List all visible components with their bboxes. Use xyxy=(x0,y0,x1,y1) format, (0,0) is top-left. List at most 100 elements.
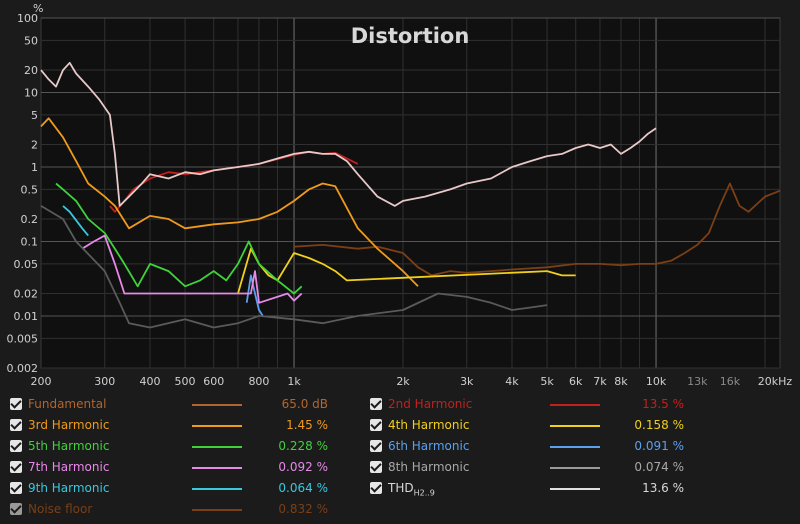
x-tick-label: 2k xyxy=(396,375,410,388)
legend-value: 13.6 % xyxy=(642,481,684,495)
x-tick-label: 16k xyxy=(720,375,741,388)
x-tick-label: 3k xyxy=(460,375,474,388)
y-tick-label: 0.01 xyxy=(14,310,39,323)
legend-value: 0.158 % xyxy=(634,418,684,432)
x-tick-label: 1k xyxy=(287,375,301,388)
legend-value: 0.074 % xyxy=(634,460,684,474)
legend-value: 1.45 % xyxy=(286,418,328,432)
y-tick-label: 0.005 xyxy=(7,332,39,345)
legend-swatch xyxy=(192,488,242,490)
y-axis-label: % xyxy=(33,2,43,15)
x-tick-label: 400 xyxy=(139,375,160,388)
series-line xyxy=(62,205,89,237)
x-tick-label: 20kHz xyxy=(758,375,793,388)
legend-swatch xyxy=(550,425,600,427)
series-line xyxy=(81,234,303,304)
legend-checkbox-eighth[interactable] xyxy=(370,461,382,473)
legend-label: 9th Harmonic xyxy=(28,481,110,495)
series-line xyxy=(40,205,548,329)
y-tick-label: 50 xyxy=(24,34,38,47)
y-tick-label: 0.2 xyxy=(21,213,39,226)
x-tick-label: 8k xyxy=(614,375,628,388)
legend-value: 0.092 % xyxy=(278,460,328,474)
x-tick-label: 500 xyxy=(175,375,196,388)
legend-item-fourth: 4th Harmonic 0.158 % xyxy=(368,415,698,435)
legend-item-fifth: 5th Harmonic 0.228 % xyxy=(8,436,338,456)
series-line xyxy=(40,117,419,287)
legend-checkbox-third[interactable] xyxy=(10,419,22,431)
x-tick-label: 7k xyxy=(593,375,607,388)
y-tick-label: 0.1 xyxy=(21,235,39,248)
legend-checkbox-noise[interactable] xyxy=(10,503,22,515)
legend-item-fundamental: Fundamental 65.0 dB xyxy=(8,394,338,414)
legend-item-thd: THDH2..9 13.6 % xyxy=(368,478,698,498)
legend-label-sub: H2..9 xyxy=(413,488,435,498)
legend-checkbox-fundamental[interactable] xyxy=(10,398,22,410)
x-tick-label: 600 xyxy=(203,375,224,388)
legend-swatch xyxy=(192,425,242,427)
x-tick-label: 6k xyxy=(569,375,583,388)
legend-item-third: 3rd Harmonic 1.45 % xyxy=(8,415,338,435)
y-tick-label: 20 xyxy=(24,64,38,77)
series-line xyxy=(245,274,264,317)
legend-value: 0.228 % xyxy=(278,439,328,453)
legend-checkbox-seventh[interactable] xyxy=(10,461,22,473)
legend-swatch xyxy=(192,509,242,511)
legend-label: Fundamental xyxy=(28,397,107,411)
legend-label: 3rd Harmonic xyxy=(28,418,110,432)
legend-item-ninth: 9th Harmonic 0.064 % xyxy=(8,478,338,498)
chart-title: Distortion xyxy=(351,24,470,48)
legend-label: 2nd Harmonic xyxy=(388,397,473,411)
y-tick-label: 0.002 xyxy=(7,362,39,375)
legend-label: 5th Harmonic xyxy=(28,439,110,453)
legend-swatch xyxy=(192,446,242,448)
legend-checkbox-ninth[interactable] xyxy=(10,482,22,494)
legend-checkbox-sixth[interactable] xyxy=(370,440,382,452)
legend-item-seventh: 7th Harmonic 0.092 % xyxy=(8,457,338,477)
legend-label: 7th Harmonic xyxy=(28,460,110,474)
x-tick-label: 13k xyxy=(687,375,708,388)
legend-item-second: 2nd Harmonic 13.5 % xyxy=(368,394,698,414)
y-tick-label: 0.5 xyxy=(21,183,39,196)
legend-swatch xyxy=(192,404,242,406)
x-tick-label: 300 xyxy=(94,375,115,388)
x-tick-label: 4k xyxy=(505,375,519,388)
legend-checkbox-thd[interactable] xyxy=(370,482,382,494)
legend-value: 0.832 % xyxy=(278,502,328,516)
legend-swatch xyxy=(192,467,242,469)
plot-area xyxy=(40,17,781,369)
legend-swatch xyxy=(550,446,600,448)
y-tick-label: 2 xyxy=(31,139,38,152)
legend-item-noise: Noise floor 0.832 % xyxy=(8,499,338,519)
y-tick-label: 100 xyxy=(17,12,38,25)
y-tick-label: 1 xyxy=(31,161,38,174)
y-tick-label: 5 xyxy=(31,109,38,122)
x-tick-label: 200 xyxy=(31,375,52,388)
series-line xyxy=(40,61,657,207)
legend-item-eighth: 8th Harmonic 0.074 % xyxy=(368,457,698,477)
legend-checkbox-fourth[interactable] xyxy=(370,419,382,431)
distortion-chart: 100 50 20 10 5 2 1 0.5 0.2 0.1 0.05 0.02 0.01 0.005 0.… xyxy=(7,2,793,388)
legend-value: 65.0 dB xyxy=(281,397,328,411)
legend-swatch xyxy=(550,467,600,469)
legend-label: 6th Harmonic xyxy=(388,439,470,453)
series-line xyxy=(293,182,781,277)
legend-label: 8th Harmonic xyxy=(388,460,470,474)
legend-swatch xyxy=(550,488,600,490)
series-line xyxy=(55,182,303,295)
y-tick-label: 0.05 xyxy=(14,258,39,271)
y-tick-label: 0.02 xyxy=(14,288,39,301)
x-tick-label: 800 xyxy=(248,375,269,388)
legend-checkbox-fifth[interactable] xyxy=(10,440,22,452)
legend-value: 0.091 % xyxy=(634,439,684,453)
x-tick-label: 10k xyxy=(646,375,667,388)
legend-label: THDH2..9 xyxy=(388,481,435,498)
legend-swatch xyxy=(550,404,600,406)
legend-item-sixth: 6th Harmonic 0.091 % xyxy=(368,436,698,456)
legend-value: 0.064 % xyxy=(278,481,328,495)
x-tick-label: 5k xyxy=(540,375,554,388)
legend-value: 13.5 % xyxy=(642,397,684,411)
y-tick-label: 10 xyxy=(24,86,38,99)
legend-checkbox-second[interactable] xyxy=(370,398,382,410)
